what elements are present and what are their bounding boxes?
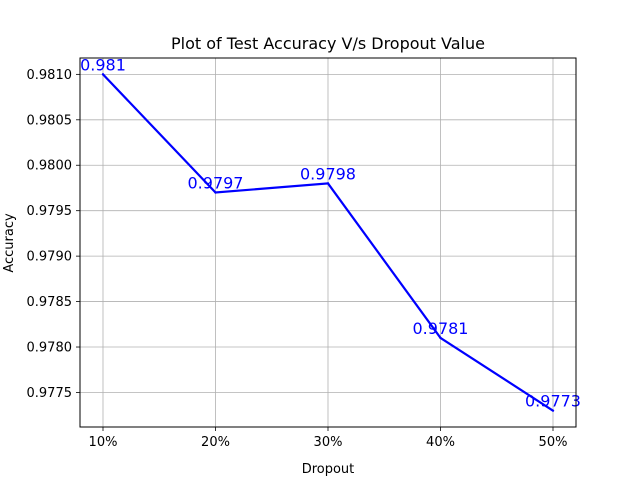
chart-title: Plot of Test Accuracy V/s Dropout Value — [171, 34, 485, 53]
data-label: 0.9798 — [300, 164, 356, 183]
series-layer — [101, 73, 555, 412]
data-label: 0.981 — [80, 55, 126, 74]
data-label: 0.9773 — [525, 392, 581, 411]
y-tick-label: 0.9790 — [27, 250, 73, 265]
data-point — [101, 73, 105, 76]
data-label: 0.9797 — [188, 174, 244, 193]
x-tick-label: 40% — [426, 435, 455, 450]
x-tick-label: 50% — [539, 435, 568, 450]
y-tick-label: 0.9800 — [27, 159, 73, 174]
data-point — [326, 182, 330, 185]
data-point — [439, 336, 442, 340]
x-axis-label: Dropout — [302, 462, 355, 477]
x-axis-ticks: 10% 20% 30% 40% 50% — [89, 427, 568, 450]
y-tick-label: 0.9795 — [27, 204, 73, 219]
x-tick-label: 20% — [201, 435, 230, 450]
y-tick-label: 0.9775 — [27, 386, 73, 401]
data-labels: 0.981 0.9797 0.9798 0.9781 0.9773 — [80, 55, 581, 410]
y-axis-label: Accuracy — [2, 213, 17, 273]
grid — [80, 58, 576, 427]
data-point — [214, 191, 217, 194]
y-tick-label: 0.9805 — [27, 113, 73, 128]
y-axis-ticks: 0.9775 0.9780 0.9785 0.9790 0.9795 0.9800 0.98… — [27, 68, 80, 401]
x-tick-label: 10% — [89, 435, 118, 450]
data-label: 0.9781 — [413, 319, 469, 338]
y-tick-label: 0.9810 — [27, 68, 73, 83]
axes-frame — [79, 57, 577, 428]
data-point — [551, 409, 555, 412]
y-tick-label: 0.9780 — [27, 341, 73, 356]
x-tick-label: 30% — [314, 435, 343, 450]
y-tick-label: 0.9785 — [27, 295, 73, 310]
